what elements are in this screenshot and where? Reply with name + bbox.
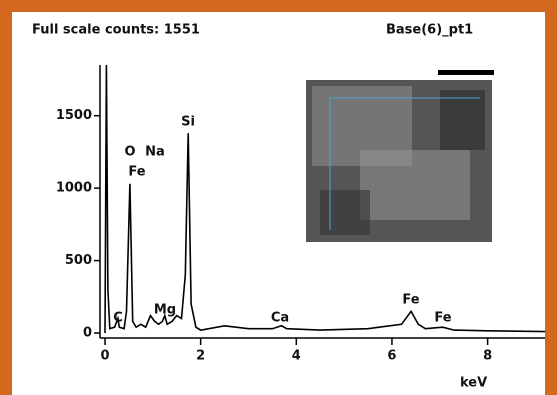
x-tick-label: 6 [387,349,396,364]
header-right: Base(6)_pt1 [386,23,473,38]
x-tick-label: 8 [483,349,492,364]
image-patch [360,150,470,220]
peak-label: Ca [271,311,289,326]
image-patch [440,90,485,150]
x-axis-label: keV [460,376,487,391]
peak-label: O [124,145,135,160]
spectrum [104,64,546,334]
y-tick-label: 1500 [56,108,92,123]
peak-label: Fe [402,293,419,308]
peak-label: Na [145,145,165,160]
peak-label: Si [181,115,195,130]
peak-label: C [113,311,123,326]
x-tick-label: 4 [292,349,301,364]
y-tick-label: 1000 [56,181,92,196]
x-tick-label: 2 [196,349,205,364]
peak-label: Fe [434,311,451,326]
peak-label: Fe [128,165,145,180]
sem-image [306,70,494,242]
y-tick-label: 500 [65,253,92,268]
image-patch [320,190,370,235]
peak-label: Mg [154,303,176,318]
header-left: Full scale counts: 1551 [32,23,200,38]
scale-bar [438,70,494,75]
y-tick-label: 0 [83,326,92,341]
x-tick-label: 0 [100,349,109,364]
